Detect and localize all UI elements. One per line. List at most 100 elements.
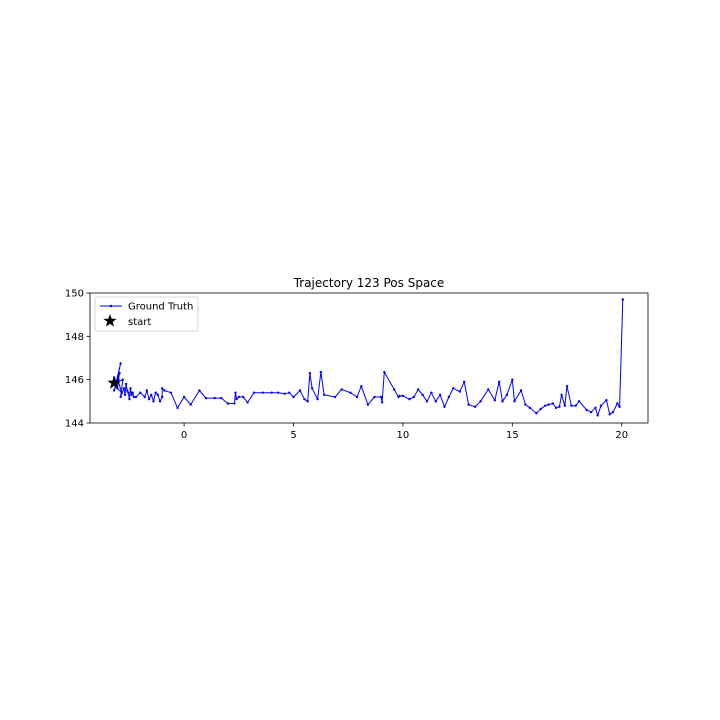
data-point <box>360 384 363 388</box>
data-point <box>241 395 245 399</box>
data-point <box>551 402 555 405</box>
data-point <box>161 395 164 399</box>
data-point <box>539 407 542 411</box>
data-point <box>119 362 122 365</box>
x-tick-label: 20 <box>615 430 628 441</box>
data-point <box>383 370 386 374</box>
data-point <box>373 395 376 399</box>
data-point <box>563 404 567 407</box>
data-point <box>462 380 466 384</box>
data-point <box>126 389 129 392</box>
data-point <box>535 412 538 415</box>
data-point <box>589 410 593 414</box>
data-point <box>618 405 621 408</box>
y-tick-label: 148 <box>65 332 84 343</box>
axes-frame <box>89 292 649 424</box>
data-point <box>398 394 401 398</box>
x-tick-label: 0 <box>181 430 187 441</box>
data-point <box>434 400 437 403</box>
data-point <box>379 395 383 399</box>
data-point <box>596 414 599 417</box>
data-point <box>235 397 238 401</box>
data-point <box>198 389 201 392</box>
data-point <box>417 388 420 391</box>
data-point <box>310 387 314 390</box>
data-point <box>322 393 326 397</box>
data-point <box>585 408 588 412</box>
data-point <box>511 378 514 381</box>
data-point <box>498 380 501 384</box>
data-point <box>565 384 569 388</box>
data-point <box>452 387 455 390</box>
data-point <box>204 396 208 400</box>
data-point <box>421 393 424 397</box>
data-point <box>560 393 563 397</box>
data-point <box>425 400 429 403</box>
data-point <box>120 391 123 394</box>
data-point <box>340 388 343 391</box>
data-point <box>501 400 504 403</box>
data-point <box>237 395 240 399</box>
data-point <box>408 397 411 401</box>
x-tick-label: 5 <box>290 430 296 441</box>
data-point <box>226 402 230 405</box>
data-point <box>505 393 509 397</box>
data-point <box>112 389 116 392</box>
data-point <box>117 378 120 381</box>
data-point <box>121 378 125 381</box>
data-point <box>154 391 157 394</box>
data-point <box>132 395 135 399</box>
data-point <box>303 397 306 401</box>
data-point <box>270 391 273 394</box>
data-point <box>124 382 128 386</box>
data-point <box>158 400 162 403</box>
data-point <box>261 391 265 394</box>
data-point <box>319 370 323 374</box>
data-point <box>599 404 603 407</box>
data-point <box>169 391 173 394</box>
data-point <box>308 371 312 375</box>
y-axis: 144 146 148 150 <box>65 289 90 430</box>
y-tick-label: 146 <box>65 375 84 386</box>
data-point <box>233 402 236 405</box>
data-point <box>129 387 132 390</box>
data-point <box>128 397 131 401</box>
data-point <box>349 391 352 394</box>
data-point <box>147 397 151 401</box>
data-point <box>143 395 146 399</box>
data-point <box>131 391 134 394</box>
data-point <box>443 405 446 408</box>
series-line-ground-truth <box>111 299 624 416</box>
data-point <box>611 410 615 414</box>
data-point <box>412 395 416 399</box>
data-point <box>130 393 133 397</box>
data-point <box>189 403 192 406</box>
data-point <box>467 403 470 406</box>
data-point <box>246 401 249 404</box>
data-point <box>306 400 309 403</box>
legend-label-start: start <box>128 317 151 328</box>
data-point <box>392 388 396 391</box>
data-point <box>122 387 126 390</box>
data-point <box>161 387 164 390</box>
x-tick-label: 15 <box>506 430 519 441</box>
legend: Ground Truth start <box>94 296 199 332</box>
data-point <box>139 391 142 394</box>
data-point <box>176 406 179 410</box>
data-point <box>276 391 280 394</box>
data-point <box>127 391 130 394</box>
data-point <box>355 395 359 399</box>
legend-label-ground-truth: Ground Truth <box>128 302 193 313</box>
data-point <box>150 393 153 397</box>
data-point <box>447 395 451 399</box>
data-point <box>333 395 337 399</box>
data-point <box>163 389 166 392</box>
data-point <box>616 402 619 405</box>
data-point <box>283 392 286 395</box>
data-point <box>524 403 527 406</box>
data-point <box>118 371 121 375</box>
series-layer <box>110 298 625 417</box>
data-point <box>608 413 611 416</box>
